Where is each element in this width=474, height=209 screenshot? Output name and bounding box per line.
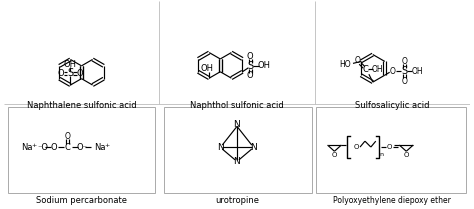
Text: C: C (65, 143, 71, 152)
Text: O: O (390, 67, 396, 76)
Text: Naphthalene sulfonic acid: Naphthalene sulfonic acid (27, 101, 137, 110)
Text: +: + (104, 143, 109, 148)
Text: urotropine: urotropine (215, 196, 259, 205)
Text: N: N (234, 120, 240, 129)
Text: Sulfosalicylic acid: Sulfosalicylic acid (355, 101, 430, 110)
Text: O: O (65, 132, 71, 141)
Text: O: O (332, 152, 337, 158)
Text: Polyoxyethylene diepoxy ether: Polyoxyethylene diepoxy ether (333, 196, 450, 205)
Text: O: O (355, 56, 361, 65)
Text: +: + (31, 143, 36, 148)
Text: O: O (77, 69, 83, 78)
Text: O: O (401, 77, 407, 86)
Text: OH: OH (64, 60, 77, 69)
Text: S: S (67, 68, 73, 78)
Text: HO: HO (339, 60, 351, 69)
Text: O⁻: O⁻ (76, 143, 87, 152)
Text: OH: OH (372, 65, 383, 74)
Text: O: O (403, 152, 409, 158)
Text: OH: OH (257, 61, 271, 70)
Text: N: N (250, 143, 257, 152)
Text: O: O (401, 57, 407, 66)
Text: C: C (363, 65, 369, 74)
Text: N: N (217, 143, 224, 152)
Text: S: S (247, 61, 254, 71)
Text: S: S (401, 66, 408, 76)
Text: O: O (57, 69, 64, 78)
Text: N: N (234, 157, 240, 166)
Text: Na: Na (21, 143, 33, 152)
Text: OH: OH (201, 64, 214, 73)
Text: Na: Na (94, 143, 106, 152)
Text: OH: OH (411, 67, 423, 76)
Text: O: O (51, 143, 57, 152)
Text: Sodium percarbonate: Sodium percarbonate (36, 196, 127, 205)
Bar (8, 107, 155, 193)
Text: Naphthol sulfonic acid: Naphthol sulfonic acid (190, 101, 284, 110)
Bar (164, 107, 312, 193)
Text: O: O (247, 71, 254, 80)
Text: ⁻O: ⁻O (37, 143, 48, 152)
Text: O: O (247, 51, 254, 61)
Text: O: O (387, 144, 392, 150)
Text: O: O (354, 144, 359, 150)
Bar (316, 107, 466, 193)
Text: n: n (380, 152, 383, 157)
